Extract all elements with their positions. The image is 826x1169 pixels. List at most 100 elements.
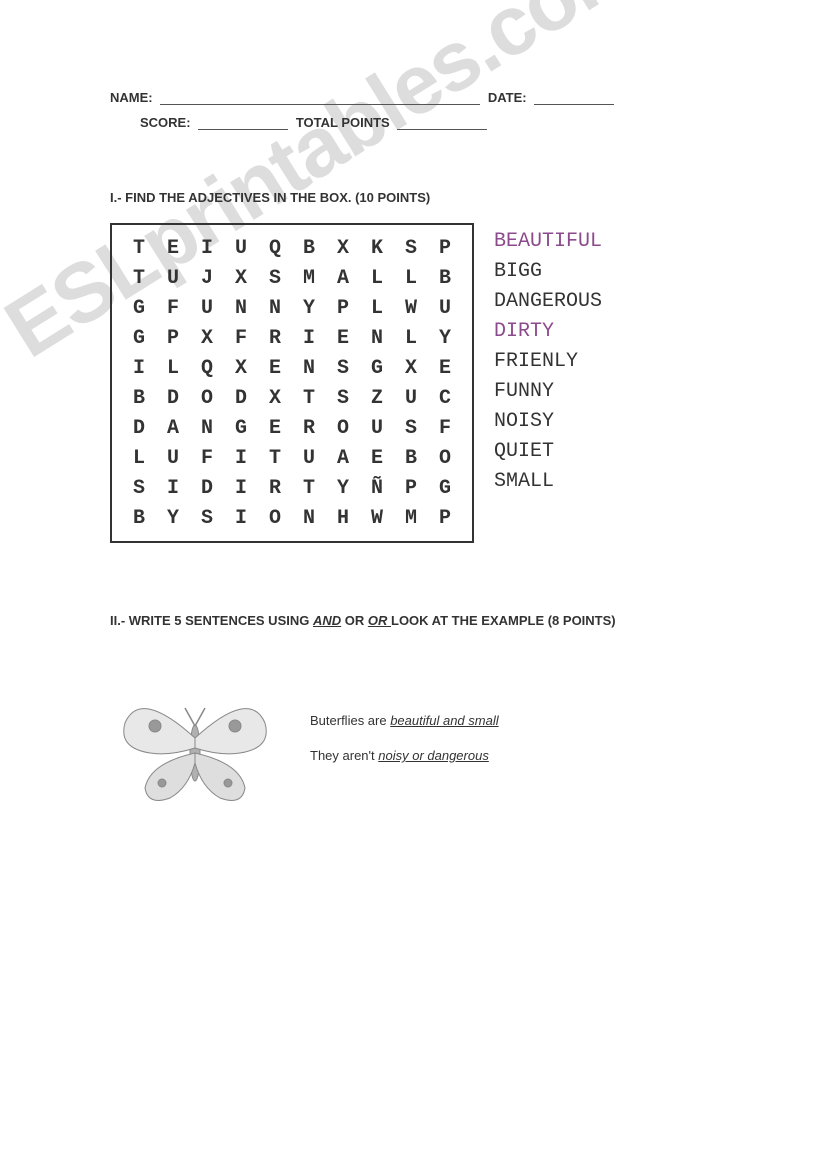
grid-cell: S (258, 263, 292, 293)
grid-cell: F (428, 413, 462, 443)
example-line-1: Buterflies are beautiful and small (310, 713, 499, 728)
grid-cell: X (394, 353, 428, 383)
grid-cell: U (292, 443, 326, 473)
grid-cell: L (394, 323, 428, 353)
wordsearch-area: TEIUQBXKSPTUJXSMALLBGFUNNYPLWUGPXFRIENLY… (110, 223, 726, 543)
grid-row: GPXFRIENLY (122, 323, 462, 353)
grid-cell: W (360, 503, 394, 533)
wordsearch-grid: TEIUQBXKSPTUJXSMALLBGFUNNYPLWUGPXFRIENLY… (110, 223, 474, 543)
grid-cell: O (190, 383, 224, 413)
word-list: BEAUTIFULBIGGDANGEROUSDIRTYFRIENLYFUNNYN… (494, 223, 602, 543)
grid-cell: O (428, 443, 462, 473)
grid-cell: Ñ (360, 473, 394, 503)
grid-cell: B (394, 443, 428, 473)
grid-cell: R (258, 323, 292, 353)
total-points-blank[interactable] (397, 129, 487, 130)
grid-cell: N (292, 503, 326, 533)
word-and: AND (313, 613, 341, 628)
grid-cell: P (428, 233, 462, 263)
grid-cell: E (360, 443, 394, 473)
score-label: SCORE: (140, 115, 191, 130)
grid-cell: I (224, 503, 258, 533)
grid-cell: I (292, 323, 326, 353)
grid-cell: P (156, 323, 190, 353)
example-area: Buterflies are beautiful and small They … (110, 678, 726, 818)
grid-cell: S (122, 473, 156, 503)
grid-cell: B (292, 233, 326, 263)
section2-prefix: II.- WRITE 5 SENTENCES USING (110, 613, 313, 628)
line2-answer: noisy or dangerous (378, 748, 489, 763)
grid-row: ILQXENSGXE (122, 353, 462, 383)
grid-cell: S (394, 413, 428, 443)
grid-cell: T (292, 383, 326, 413)
name-label: NAME: (110, 90, 153, 105)
grid-cell: Z (360, 383, 394, 413)
date-blank[interactable] (534, 104, 614, 105)
grid-cell: B (428, 263, 462, 293)
grid-cell: E (428, 353, 462, 383)
grid-cell: G (224, 413, 258, 443)
grid-cell: S (326, 353, 360, 383)
grid-cell: G (122, 323, 156, 353)
grid-cell: I (190, 233, 224, 263)
grid-cell: W (394, 293, 428, 323)
worksheet-page: NAME: DATE: SCORE: TOTAL POINTS I.- FIND… (0, 0, 826, 818)
grid-cell: P (428, 503, 462, 533)
grid-cell: E (326, 323, 360, 353)
butterfly-image (110, 678, 280, 818)
grid-cell: A (156, 413, 190, 443)
header-score: SCORE: TOTAL POINTS (140, 115, 726, 130)
grid-cell: T (122, 233, 156, 263)
grid-cell: J (190, 263, 224, 293)
word-list-item: FUNNY (494, 377, 602, 407)
total-points-label: TOTAL POINTS (296, 115, 390, 130)
grid-cell: X (224, 263, 258, 293)
line2-prefix: They aren't (310, 748, 378, 763)
grid-row: BYSIONHWMP (122, 503, 462, 533)
grid-cell: A (326, 443, 360, 473)
grid-row: TUJXSMALLB (122, 263, 462, 293)
grid-cell: E (156, 233, 190, 263)
grid-cell: Q (258, 233, 292, 263)
line1-answer: beautiful and small (390, 713, 498, 728)
word-list-item: DANGEROUS (494, 287, 602, 317)
word-list-item: FRIENLY (494, 347, 602, 377)
grid-cell: Y (292, 293, 326, 323)
grid-cell: N (258, 293, 292, 323)
grid-cell: M (292, 263, 326, 293)
grid-cell: N (224, 293, 258, 323)
grid-cell: Q (190, 353, 224, 383)
grid-cell: O (258, 503, 292, 533)
grid-cell: P (326, 293, 360, 323)
word-list-item: NOISY (494, 407, 602, 437)
grid-cell: R (292, 413, 326, 443)
example-line-2: They aren't noisy or dangerous (310, 748, 499, 763)
example-sentences: Buterflies are beautiful and small They … (310, 713, 499, 783)
grid-cell: G (428, 473, 462, 503)
grid-cell: P (394, 473, 428, 503)
section2-suffix: LOOK AT THE EXAMPLE (8 POINTS) (391, 613, 616, 628)
header-name-date: NAME: DATE: (110, 90, 726, 105)
grid-cell: K (360, 233, 394, 263)
grid-cell: I (156, 473, 190, 503)
grid-cell: D (156, 383, 190, 413)
grid-cell: E (258, 353, 292, 383)
grid-cell: D (190, 473, 224, 503)
name-blank[interactable] (160, 104, 480, 105)
grid-cell: L (394, 263, 428, 293)
grid-cell: T (292, 473, 326, 503)
word-list-item: SMALL (494, 467, 602, 497)
grid-cell: D (122, 413, 156, 443)
score-blank[interactable] (198, 129, 288, 130)
grid-cell: H (326, 503, 360, 533)
grid-cell: D (224, 383, 258, 413)
grid-cell: Y (326, 473, 360, 503)
grid-cell: M (394, 503, 428, 533)
grid-cell: T (258, 443, 292, 473)
grid-cell: A (326, 263, 360, 293)
section2-title: II.- WRITE 5 SENTENCES USING AND OR OR L… (110, 613, 726, 628)
section1-title: I.- FIND THE ADJECTIVES IN THE BOX. (10 … (110, 190, 726, 205)
grid-cell: X (224, 353, 258, 383)
grid-cell: E (258, 413, 292, 443)
grid-cell: X (190, 323, 224, 353)
